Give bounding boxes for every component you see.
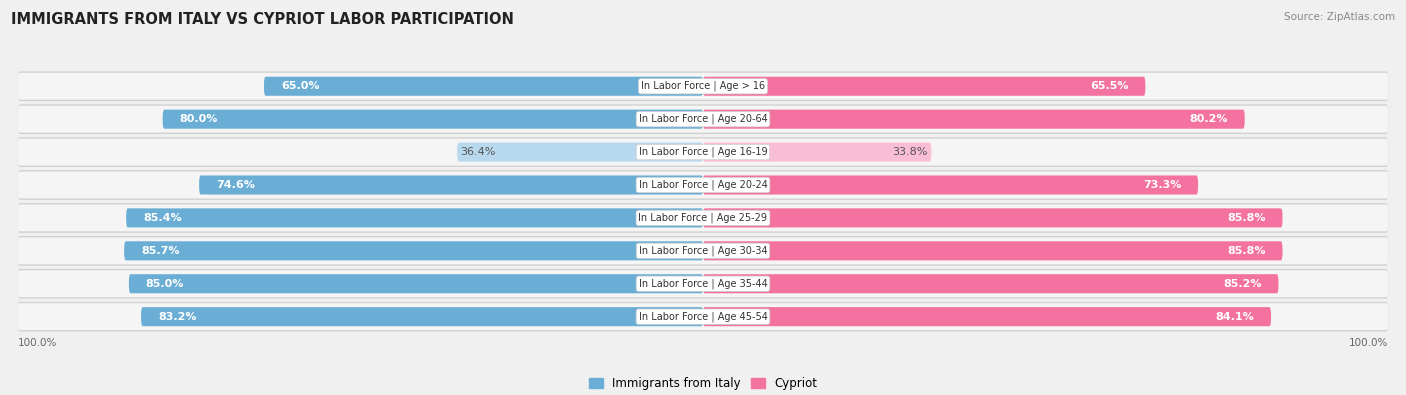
FancyBboxPatch shape: [703, 241, 1282, 260]
Legend: Immigrants from Italy, Cypriot: Immigrants from Italy, Cypriot: [583, 372, 823, 395]
FancyBboxPatch shape: [264, 77, 703, 96]
FancyBboxPatch shape: [129, 274, 703, 293]
FancyBboxPatch shape: [703, 274, 1278, 293]
Text: 73.3%: 73.3%: [1143, 180, 1181, 190]
Text: 85.2%: 85.2%: [1223, 279, 1261, 289]
Text: 74.6%: 74.6%: [217, 180, 254, 190]
Text: In Labor Force | Age 25-29: In Labor Force | Age 25-29: [638, 213, 768, 223]
Text: 85.7%: 85.7%: [141, 246, 180, 256]
FancyBboxPatch shape: [703, 307, 1271, 326]
Text: 36.4%: 36.4%: [461, 147, 496, 157]
FancyBboxPatch shape: [163, 109, 703, 129]
FancyBboxPatch shape: [457, 143, 703, 162]
FancyBboxPatch shape: [703, 175, 1198, 195]
FancyBboxPatch shape: [17, 269, 1389, 299]
Text: In Labor Force | Age 20-24: In Labor Force | Age 20-24: [638, 180, 768, 190]
FancyBboxPatch shape: [17, 303, 1389, 330]
FancyBboxPatch shape: [17, 71, 1389, 101]
Text: 80.0%: 80.0%: [180, 114, 218, 124]
FancyBboxPatch shape: [17, 237, 1389, 264]
FancyBboxPatch shape: [703, 209, 1282, 228]
Text: 100.0%: 100.0%: [17, 338, 56, 348]
Text: In Labor Force | Age 16-19: In Labor Force | Age 16-19: [638, 147, 768, 157]
Text: 65.5%: 65.5%: [1090, 81, 1129, 91]
FancyBboxPatch shape: [17, 171, 1389, 198]
FancyBboxPatch shape: [17, 73, 1389, 100]
Text: In Labor Force | Age 45-54: In Labor Force | Age 45-54: [638, 311, 768, 322]
FancyBboxPatch shape: [17, 104, 1389, 134]
Text: In Labor Force | Age 30-34: In Labor Force | Age 30-34: [638, 246, 768, 256]
Text: 33.8%: 33.8%: [893, 147, 928, 157]
FancyBboxPatch shape: [17, 170, 1389, 200]
FancyBboxPatch shape: [17, 139, 1389, 166]
Text: 85.4%: 85.4%: [143, 213, 181, 223]
FancyBboxPatch shape: [17, 236, 1389, 265]
Text: In Labor Force | Age 20-64: In Labor Force | Age 20-64: [638, 114, 768, 124]
FancyBboxPatch shape: [127, 209, 703, 228]
Text: 85.8%: 85.8%: [1227, 246, 1265, 256]
FancyBboxPatch shape: [17, 137, 1389, 167]
Text: Source: ZipAtlas.com: Source: ZipAtlas.com: [1284, 12, 1395, 22]
Text: In Labor Force | Age 35-44: In Labor Force | Age 35-44: [638, 278, 768, 289]
Text: 83.2%: 83.2%: [157, 312, 197, 322]
Text: 84.1%: 84.1%: [1215, 312, 1254, 322]
FancyBboxPatch shape: [703, 143, 931, 162]
FancyBboxPatch shape: [17, 205, 1389, 231]
FancyBboxPatch shape: [17, 270, 1389, 297]
Text: 85.0%: 85.0%: [146, 279, 184, 289]
Text: 80.2%: 80.2%: [1189, 114, 1227, 124]
FancyBboxPatch shape: [17, 106, 1389, 133]
FancyBboxPatch shape: [200, 175, 703, 195]
FancyBboxPatch shape: [703, 77, 1146, 96]
Text: 65.0%: 65.0%: [281, 81, 319, 91]
Text: In Labor Force | Age > 16: In Labor Force | Age > 16: [641, 81, 765, 92]
Text: 100.0%: 100.0%: [1350, 338, 1389, 348]
Text: IMMIGRANTS FROM ITALY VS CYPRIOT LABOR PARTICIPATION: IMMIGRANTS FROM ITALY VS CYPRIOT LABOR P…: [11, 12, 515, 27]
FancyBboxPatch shape: [703, 109, 1244, 129]
Text: 85.8%: 85.8%: [1227, 213, 1265, 223]
FancyBboxPatch shape: [124, 241, 703, 260]
FancyBboxPatch shape: [17, 203, 1389, 233]
FancyBboxPatch shape: [17, 302, 1389, 331]
FancyBboxPatch shape: [141, 307, 703, 326]
